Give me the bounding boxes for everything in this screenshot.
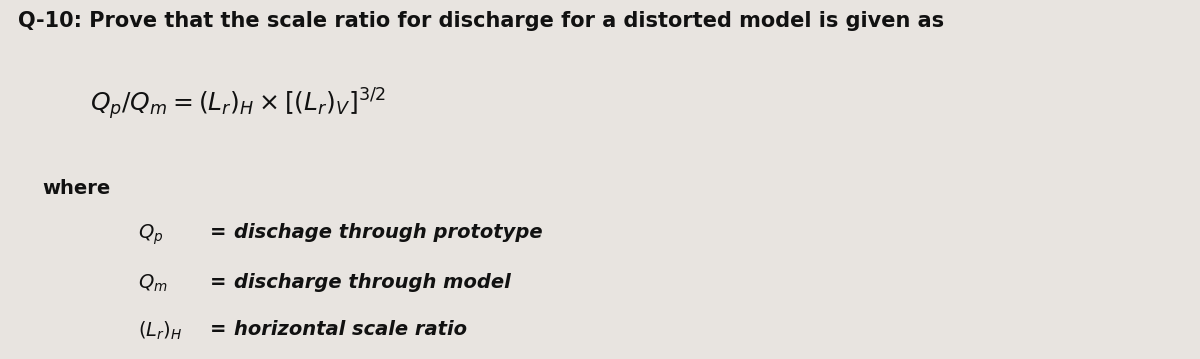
Text: $Q_m$: $Q_m$ <box>138 273 168 294</box>
Text: $Q_p$: $Q_p$ <box>138 223 163 247</box>
Text: discharge through model: discharge through model <box>234 273 511 292</box>
Text: Q-10: Prove that the scale ratio for discharge for a distorted model is given as: Q-10: Prove that the scale ratio for dis… <box>18 11 944 31</box>
Text: where: where <box>42 180 110 199</box>
Text: horizontal scale ratio: horizontal scale ratio <box>234 320 467 339</box>
Text: dischage through prototype: dischage through prototype <box>234 223 542 242</box>
Text: $Q_p/Q_m = (L_r)_H \times [(L_r)_V]^{3/2}$: $Q_p/Q_m = (L_r)_H \times [(L_r)_V]^{3/2… <box>90 86 386 122</box>
Text: =: = <box>210 273 227 292</box>
Text: $(L_r)_H$: $(L_r)_H$ <box>138 320 182 342</box>
Text: =: = <box>210 320 227 339</box>
Text: =: = <box>210 223 227 242</box>
